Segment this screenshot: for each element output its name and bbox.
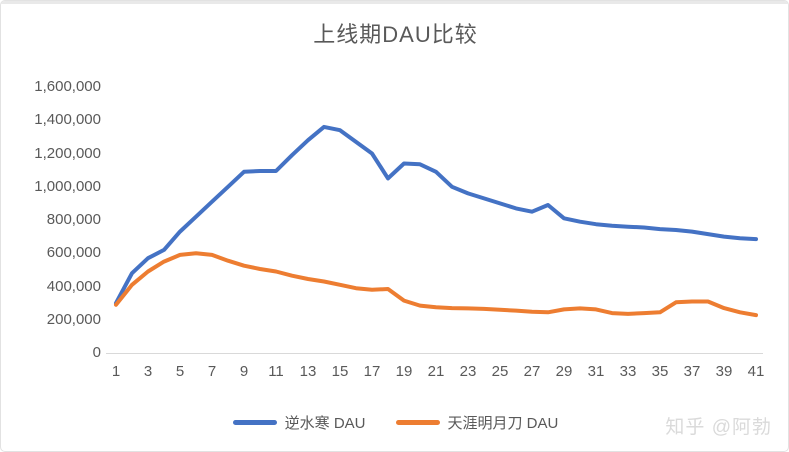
y-axis-label: 1,600,000 bbox=[34, 78, 101, 95]
x-axis-label: 37 bbox=[683, 363, 701, 380]
y-axis-label: 200,000 bbox=[46, 310, 101, 328]
legend-label: 天涯明月刀 DAU bbox=[447, 414, 559, 432]
series-line-2 bbox=[114, 251, 758, 318]
chart-legend: 逆水寒 DAU 天涯明月刀 DAU bbox=[1, 407, 788, 437]
y-axis-label: 800,000 bbox=[46, 211, 101, 228]
x-axis-label: 11 bbox=[268, 363, 284, 380]
x-axis-label: 39 bbox=[715, 363, 733, 380]
x-axis-label: 25 bbox=[491, 363, 509, 380]
x-axis-label: 13 bbox=[299, 363, 317, 380]
x-axis-label: 19 bbox=[395, 363, 413, 380]
y-axis-label: 1,000,000 bbox=[34, 177, 101, 195]
x-axis-label: 9 bbox=[239, 363, 249, 380]
x-axis-label: 35 bbox=[651, 363, 669, 380]
legend-item-1: 逆水寒 DAU bbox=[232, 412, 366, 433]
x-axis-label: 1 bbox=[111, 363, 121, 380]
watermark: 知乎 @阿勃 bbox=[665, 417, 772, 438]
legend-label: 逆水寒 DAU bbox=[284, 414, 366, 432]
legend-item-2: 天涯明月刀 DAU bbox=[395, 412, 559, 433]
x-axis-label: 23 bbox=[459, 363, 477, 380]
y-axis-label: 1,400,000 bbox=[34, 111, 101, 129]
x-axis-label: 3 bbox=[143, 363, 153, 380]
y-axis-label: 1,200,000 bbox=[34, 144, 101, 162]
x-axis-label: 31 bbox=[587, 363, 605, 380]
x-axis-label: 17 bbox=[363, 363, 381, 380]
y-axis-label: 400,000 bbox=[46, 277, 101, 295]
chart-title: 上线期DAU比较 bbox=[313, 22, 478, 47]
y-axis-label: 0 bbox=[92, 344, 101, 361]
y-axis-label: 600,000 bbox=[46, 244, 101, 262]
x-axis-label: 33 bbox=[619, 363, 637, 380]
x-axis-label: 29 bbox=[555, 363, 573, 380]
x-axis-label: 41 bbox=[747, 363, 765, 380]
card-top-border bbox=[1, 1, 788, 4]
x-axis-label: 21 bbox=[427, 363, 445, 380]
x-axis-label: 5 bbox=[175, 363, 185, 380]
x-axis-label: 27 bbox=[523, 363, 541, 380]
legend-line-swatch bbox=[395, 419, 440, 425]
x-axis-label: 7 bbox=[207, 363, 217, 380]
legend-line-swatch bbox=[232, 419, 277, 425]
x-axis-label: 15 bbox=[331, 363, 349, 380]
series-line-1 bbox=[114, 124, 758, 306]
